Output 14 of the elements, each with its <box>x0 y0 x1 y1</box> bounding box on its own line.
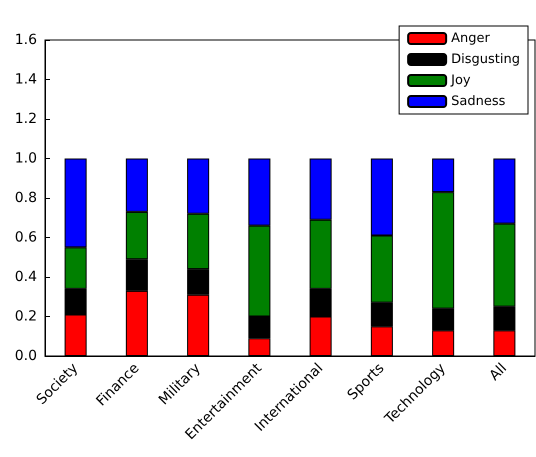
y-tick-label: 0.6 <box>14 230 38 246</box>
y-tick-label: 1.6 <box>14 32 38 48</box>
y-tick-label: 1.0 <box>14 150 37 166</box>
y-tick-label: 1.4 <box>14 72 38 88</box>
legend-label: Disgusting <box>451 52 520 67</box>
legend-label: Joy <box>450 73 471 88</box>
y-tick-label: 0.4 <box>14 269 38 285</box>
y-tick-label: 0.0 <box>14 348 37 364</box>
legend-label: Sadness <box>451 94 506 109</box>
x-tick-label: All <box>486 360 510 384</box>
legend-label: Anger <box>451 31 491 46</box>
y-tick-label: 1.2 <box>14 111 37 127</box>
y-tick-label: 0.8 <box>14 190 37 206</box>
y-tick-label: 0.2 <box>14 308 37 324</box>
